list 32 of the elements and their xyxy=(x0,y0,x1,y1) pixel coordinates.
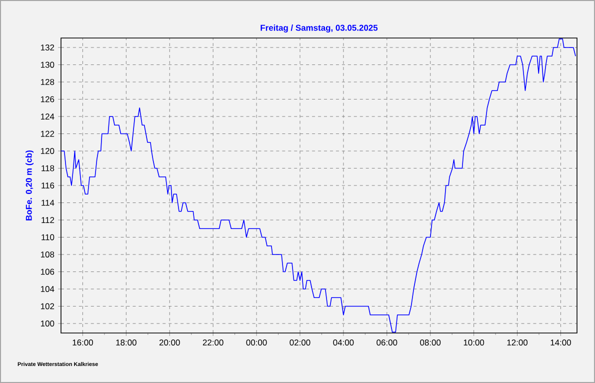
y-tick-label: 112 xyxy=(42,217,54,223)
y-axis-title: BoFe. 0,20 m (cb) xyxy=(26,150,34,220)
y-tick-label: 122 xyxy=(40,130,54,137)
x-tick-label: 22:00 xyxy=(202,340,224,346)
y-tick-label: 118 xyxy=(42,165,54,172)
x-tick-label: 02:00 xyxy=(290,340,310,346)
y-tick-label: 132 xyxy=(40,44,54,50)
y-tick-label: 130 xyxy=(40,62,54,68)
y-tick-label: 102 xyxy=(40,303,54,310)
chart-title: Freitag / Samstag, 03.05.2025 xyxy=(260,24,378,32)
y-tick-label: 106 xyxy=(40,268,54,275)
y-tick-label: 100 xyxy=(40,320,54,327)
y-tick-label: 114 xyxy=(42,200,54,206)
x-tick-label: 18:00 xyxy=(116,340,136,346)
y-tick-label: 120 xyxy=(40,148,54,154)
x-tick-label: 14:00 xyxy=(550,340,571,346)
y-tick-label: 108 xyxy=(40,252,54,258)
y-tick-label: 116 xyxy=(42,182,54,188)
x-tick-label: 10:00 xyxy=(464,340,484,346)
y-tick-label: 104 xyxy=(40,286,54,292)
x-tick-label: 16:00 xyxy=(72,340,93,346)
y-tick-label: 128 xyxy=(40,78,54,85)
x-tick-label: 08:00 xyxy=(420,340,441,346)
x-tick-label: 04:00 xyxy=(333,340,354,346)
y-tick-label: 110 xyxy=(42,234,54,240)
x-tick-label: 00:00 xyxy=(246,340,267,346)
x-tick-label: 20:00 xyxy=(159,340,180,346)
line-series xyxy=(61,38,576,333)
x-tick-label: 12:00 xyxy=(507,340,528,346)
x-tick-label: 06:00 xyxy=(376,340,398,346)
y-tick-label: 126 xyxy=(40,96,54,102)
y-tick-label: 124 xyxy=(40,114,54,120)
